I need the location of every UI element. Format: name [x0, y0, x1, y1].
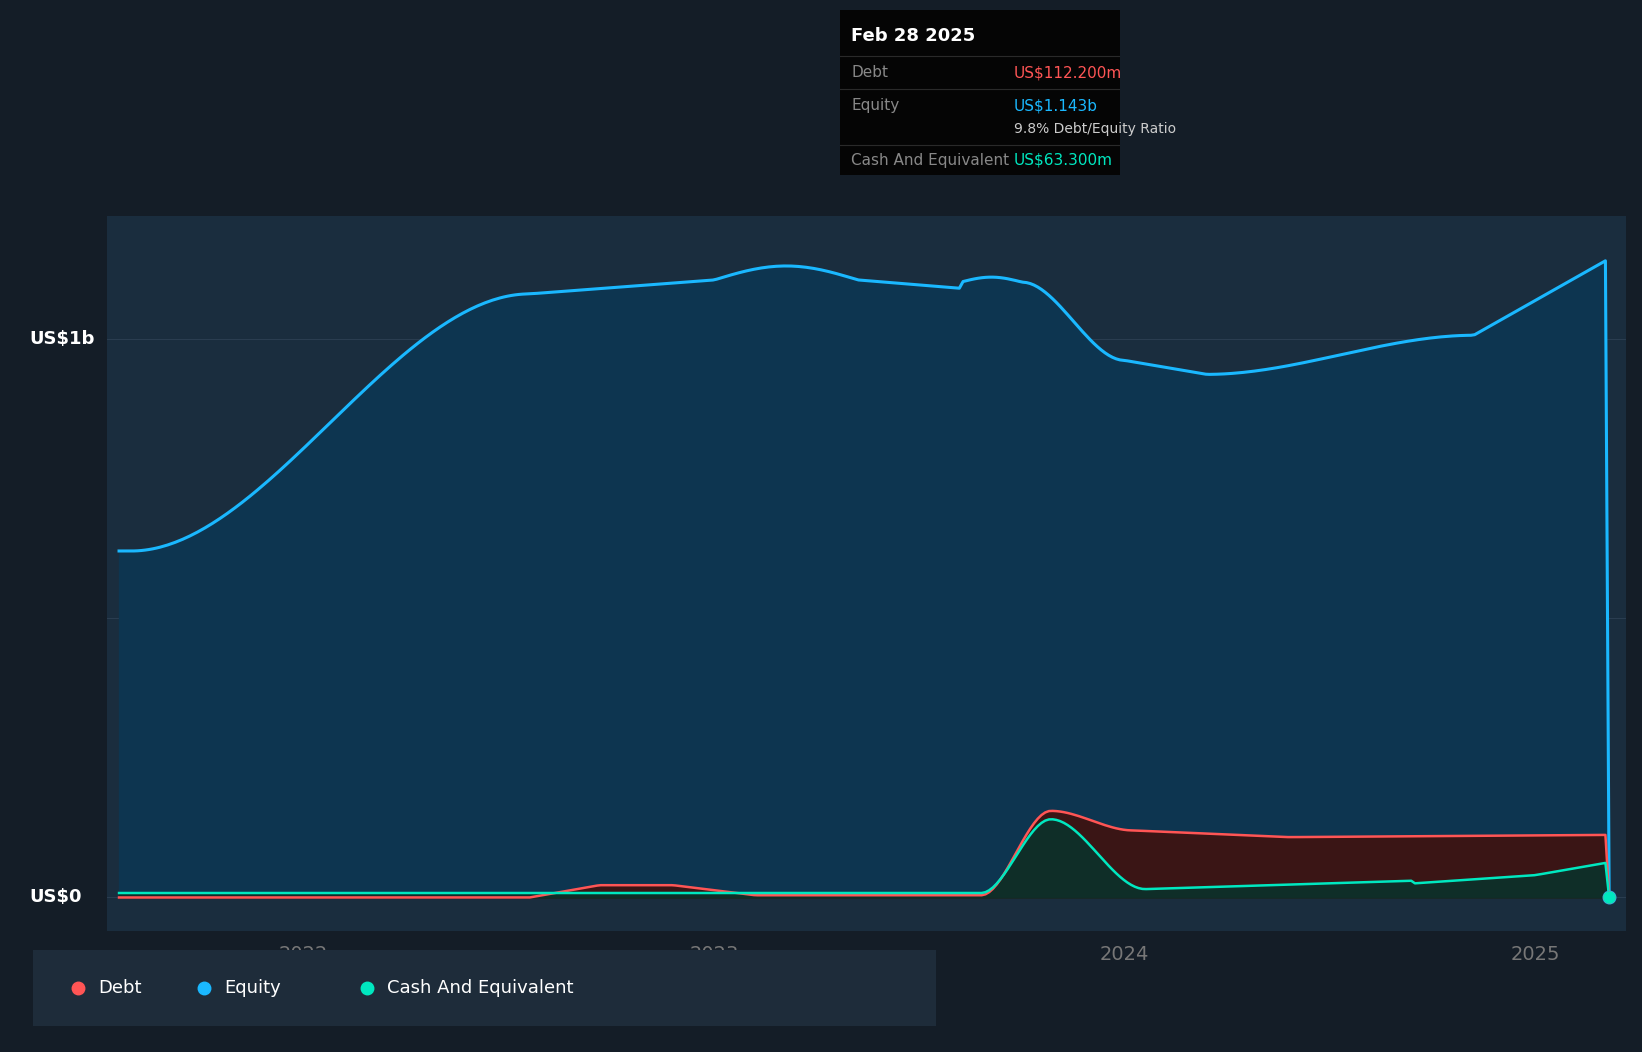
Text: 9.8% Debt/Equity Ratio: 9.8% Debt/Equity Ratio: [1013, 122, 1176, 136]
Text: Feb 28 2025: Feb 28 2025: [851, 27, 975, 45]
Text: Cash And Equivalent: Cash And Equivalent: [851, 153, 1010, 167]
Text: Equity: Equity: [225, 978, 281, 997]
Text: Debt: Debt: [99, 978, 141, 997]
Text: Debt: Debt: [851, 65, 888, 80]
Text: US$63.300m: US$63.300m: [1013, 153, 1113, 167]
Text: US$1.143b: US$1.143b: [1013, 98, 1097, 114]
Text: US$1b: US$1b: [30, 329, 95, 347]
Text: Cash And Equivalent: Cash And Equivalent: [388, 978, 573, 997]
Text: Equity: Equity: [851, 98, 900, 114]
Text: US$0: US$0: [30, 889, 82, 907]
Text: US$112.200m: US$112.200m: [1013, 65, 1121, 80]
